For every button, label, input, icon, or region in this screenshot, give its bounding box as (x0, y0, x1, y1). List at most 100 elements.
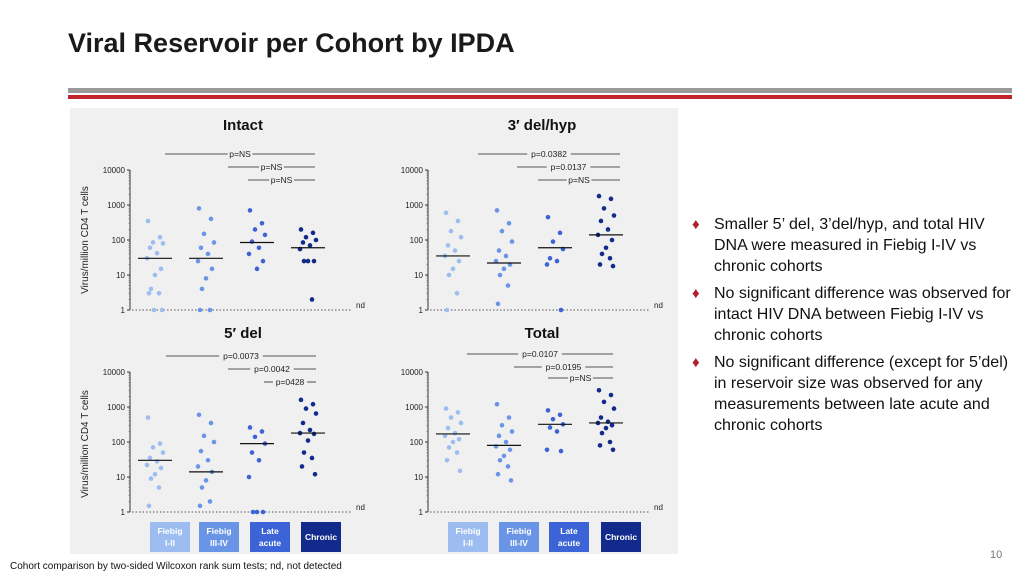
p-value-label: p=0.0195 (546, 362, 582, 372)
data-point (493, 258, 499, 264)
data-point (311, 258, 317, 264)
y-tick-label: 1 (419, 508, 424, 517)
group-label-line1: Fiebig (157, 526, 182, 536)
data-point (506, 415, 512, 420)
nd-label: nd (356, 503, 365, 512)
data-point (609, 237, 615, 243)
data-point (259, 221, 265, 226)
data-point (309, 455, 315, 461)
data-point (554, 258, 560, 264)
bullet-item: ♦ Smaller 5’ del, 3’del/hyp, and total HI… (690, 214, 1020, 277)
data-point (503, 253, 509, 259)
data-point (305, 438, 311, 443)
data-point (249, 450, 255, 455)
data-point (301, 450, 307, 455)
data-point (146, 503, 152, 509)
data-point (603, 425, 609, 431)
data-point (157, 441, 163, 446)
data-point (195, 464, 201, 469)
data-point (256, 245, 262, 251)
y-tick-label: 10000 (103, 368, 126, 377)
p-value-label: p=0.0382 (531, 149, 567, 159)
data-point (246, 251, 252, 257)
data-point (205, 251, 211, 257)
data-point (201, 231, 207, 237)
y-tick-label: 100 (410, 236, 424, 245)
y-tick-label: 1000 (405, 403, 423, 412)
data-point (458, 234, 464, 240)
data-point (159, 307, 165, 313)
y-tick-label: 10 (414, 473, 423, 482)
group-label-line2: III-IV (210, 538, 228, 548)
data-point (305, 258, 311, 264)
data-point (454, 450, 460, 455)
data-point (450, 266, 456, 272)
data-point (203, 478, 209, 483)
data-point (545, 408, 551, 413)
data-point (156, 485, 162, 490)
p-value-label: p=0.0137 (551, 162, 587, 172)
y-tick-label: 10 (116, 271, 125, 280)
y-tick-label: 1000 (405, 201, 423, 210)
group-label-line1: Fiebig (206, 526, 231, 536)
diamond-bullet-icon: ♦ (692, 285, 700, 302)
panel-title: 5′ del (224, 325, 262, 342)
data-point (455, 218, 461, 224)
data-point (209, 266, 215, 272)
data-point (298, 397, 304, 403)
y-tick-label: 1 (419, 306, 424, 315)
group-label-box (448, 522, 488, 552)
data-point (599, 430, 605, 436)
data-point (205, 458, 211, 463)
y-axis-label: Virus/million CD4 T cells (80, 390, 91, 498)
data-point (494, 401, 500, 407)
page-number: 10 (990, 549, 1003, 561)
data-point (501, 266, 507, 272)
bullet-list: ♦ Smaller 5’ del, 3’del/hyp, and total HI… (690, 214, 1020, 442)
data-point (601, 399, 607, 405)
data-point (160, 450, 166, 455)
data-point (610, 447, 616, 453)
nd-label: nd (356, 301, 365, 310)
data-point (599, 251, 605, 257)
data-point (496, 433, 502, 439)
data-point (601, 206, 607, 211)
p-value-label: p=NS (229, 149, 251, 159)
group-label-line2: III-IV (510, 538, 528, 548)
group-label-line1: Fiebig (455, 526, 480, 536)
data-point (196, 412, 202, 418)
panel-title: 3′ del/hyp (508, 117, 577, 134)
data-point (444, 307, 450, 313)
data-point (608, 196, 614, 202)
data-point (508, 478, 514, 483)
bullet-text: No significant difference was observed f… (714, 285, 1011, 344)
data-point (507, 447, 513, 453)
data-point (448, 415, 454, 420)
data-point (299, 464, 305, 469)
bullet-item: ♦ No significant difference (except for 5… (690, 352, 1020, 436)
data-point (208, 420, 214, 426)
data-point (195, 258, 201, 264)
slide-title: Viral Reservoir per Cohort by IPDA (68, 28, 515, 58)
data-point (148, 476, 154, 481)
data-point (252, 227, 258, 232)
data-point (300, 420, 306, 426)
data-point (160, 241, 166, 246)
data-point (307, 427, 313, 433)
data-point (454, 291, 460, 296)
p-value-label: p=0.0107 (522, 349, 558, 359)
data-point (497, 272, 503, 278)
data-point (250, 509, 256, 515)
data-point (256, 458, 262, 463)
data-point (152, 471, 158, 477)
data-point (207, 307, 213, 313)
data-point (610, 263, 616, 269)
y-tick-label: 100 (410, 438, 424, 447)
data-point (158, 465, 164, 471)
y-tick-label: 1000 (107, 403, 125, 412)
data-point (443, 210, 449, 216)
data-point (196, 206, 202, 211)
data-point (545, 214, 551, 220)
ipda-figure: Virus/million CD4 T cells Virus/million C… (70, 108, 678, 554)
ipda-figure-svg: Virus/million CD4 T cells Virus/million C… (80, 117, 663, 552)
